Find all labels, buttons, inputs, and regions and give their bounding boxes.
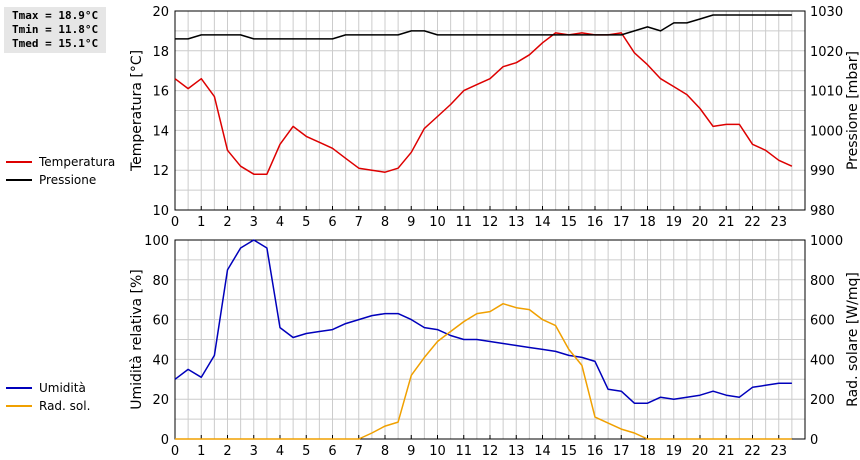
- bottom-y2-tick-label: 600: [810, 314, 835, 329]
- legend-label-temperatura: Temperatura: [39, 155, 116, 169]
- top-x-tick-label: 7: [355, 215, 363, 230]
- tmin-stat: Tmin = 11.8°C: [12, 23, 99, 36]
- top-x-tick-label: 14: [534, 215, 551, 230]
- legend-swatch-temperatura: [6, 161, 32, 163]
- top-y2-axis-title: Pressione [mbar]: [845, 51, 860, 170]
- bottom-x-tick-label: 6: [328, 444, 336, 459]
- top-x-tick-label: 12: [482, 215, 499, 230]
- top-x-tick-label: 10: [429, 215, 446, 230]
- top-x-tick-label: 6: [328, 215, 336, 230]
- bottom-x-tick-label: 7: [355, 444, 363, 459]
- series-line-pressione: [175, 14, 792, 40]
- top-x-tick-label: 2: [223, 215, 231, 230]
- bottom-x-tick-label: 14: [534, 444, 551, 459]
- tmax-stat: Tmax = 18.9°C: [12, 9, 99, 22]
- top-x-tick-label: 11: [455, 215, 472, 230]
- legend-label-umidita: Umidità: [39, 381, 86, 395]
- bottom-y2-tick-label: 800: [810, 274, 835, 289]
- bottom-x-tick-label: 22: [744, 444, 761, 459]
- series-line-temperatura: [174, 32, 793, 175]
- top-x-tick-label: 21: [718, 215, 735, 230]
- bottom-x-tick-label: 15: [560, 444, 577, 459]
- bottom-y2-tick-label: 0: [810, 433, 818, 448]
- top-x-tick-label: 18: [639, 215, 656, 230]
- bottom-y-tick-label: 0: [161, 433, 169, 448]
- stats-box: Tmax = 18.9°C Tmin = 11.8°C Tmed = 15.1°…: [4, 7, 106, 53]
- top-y-tick-label: 12: [152, 164, 169, 179]
- series-line-rad-sol: [175, 302, 792, 440]
- top-x-tick-label: 8: [381, 215, 389, 230]
- legend-swatch-rad-sol: [6, 405, 32, 407]
- bottom-y-tick-label: 100: [144, 234, 169, 249]
- bottom-y-axis-title: Umidità relativa [%]: [129, 269, 145, 410]
- bottom-x-tick-label: 2: [223, 444, 231, 459]
- top-x-tick-label: 3: [250, 215, 258, 230]
- bottom-y-tick-label: 60: [152, 314, 169, 329]
- bottom-x-tick-label: 11: [455, 444, 472, 459]
- top-y-tick-label: 10: [152, 204, 169, 219]
- bottom-x-tick-label: 4: [276, 444, 284, 459]
- bottom-y-tick-label: 20: [152, 393, 169, 408]
- top-y2-tick-label: 1030: [810, 5, 843, 20]
- top-x-tick-label: 20: [692, 215, 709, 230]
- bottom-x-tick-label: 13: [508, 444, 525, 459]
- bottom-x-tick-label: 1: [197, 444, 205, 459]
- bottom-x-tick-label: 23: [770, 444, 787, 459]
- bottom-y2-tick-label: 1000: [810, 234, 843, 249]
- top-x-tick-label: 9: [407, 215, 415, 230]
- top-x-tick-label: 1: [197, 215, 205, 230]
- legend-label-pressione: Pressione: [39, 173, 97, 187]
- bottom-x-tick-label: 8: [381, 444, 389, 459]
- top-y-tick-label: 18: [152, 45, 169, 60]
- tmed-stat: Tmed = 15.1°C: [12, 37, 99, 50]
- top-y2-tick-label: 1000: [810, 124, 843, 139]
- bottom-y-tick-label: 80: [152, 274, 169, 289]
- top-x-tick-label: 19: [665, 215, 682, 230]
- bottom-y-tick-label: 40: [152, 353, 169, 368]
- bottom-x-tick-label: 12: [482, 444, 499, 459]
- bottom-y2-axis-title: Rad. solare [W/mq]: [845, 272, 860, 407]
- top-x-tick-label: 15: [560, 215, 577, 230]
- top-x-tick-label: 17: [613, 215, 630, 230]
- bottom-x-tick-label: 20: [692, 444, 709, 459]
- series-line-umidit: [174, 239, 792, 404]
- top-x-tick-label: 22: [744, 215, 761, 230]
- top-y-axis-title: Temperatura [°C]: [129, 50, 145, 172]
- legend-swatch-umidita: [6, 387, 32, 389]
- top-x-tick-label: 4: [276, 215, 284, 230]
- bottom-x-tick-label: 21: [718, 444, 735, 459]
- bottom-x-tick-label: 10: [429, 444, 446, 459]
- top-x-tick-label: 0: [171, 215, 179, 230]
- bottom-x-tick-label: 19: [665, 444, 682, 459]
- bottom-y2-tick-label: 200: [810, 393, 835, 408]
- legend-label-rad-sol: Rad. sol.: [39, 399, 91, 413]
- top-x-tick-label: 13: [508, 215, 525, 230]
- bottom-x-tick-label: 18: [639, 444, 656, 459]
- top-x-tick-label: 23: [770, 215, 787, 230]
- top-y2-tick-label: 1010: [810, 85, 843, 100]
- top-x-tick-label: 16: [587, 215, 604, 230]
- top-x-tick-label: 5: [302, 215, 310, 230]
- top-y-tick-label: 16: [152, 85, 169, 100]
- top-y2-tick-label: 990: [810, 164, 835, 179]
- bottom-x-tick-label: 9: [407, 444, 415, 459]
- top-y-tick-label: 14: [152, 124, 169, 139]
- legend-swatch-pressione: [6, 179, 32, 181]
- bottom-x-tick-label: 16: [587, 444, 604, 459]
- top-y2-tick-label: 980: [810, 204, 835, 219]
- bottom-y2-tick-label: 400: [810, 353, 835, 368]
- bottom-x-tick-label: 5: [302, 444, 310, 459]
- top-y-tick-label: 20: [152, 5, 169, 20]
- bottom-x-tick-label: 3: [250, 444, 258, 459]
- top-y2-tick-label: 1020: [810, 45, 843, 60]
- bottom-x-tick-label: 0: [171, 444, 179, 459]
- bottom-x-tick-label: 17: [613, 444, 630, 459]
